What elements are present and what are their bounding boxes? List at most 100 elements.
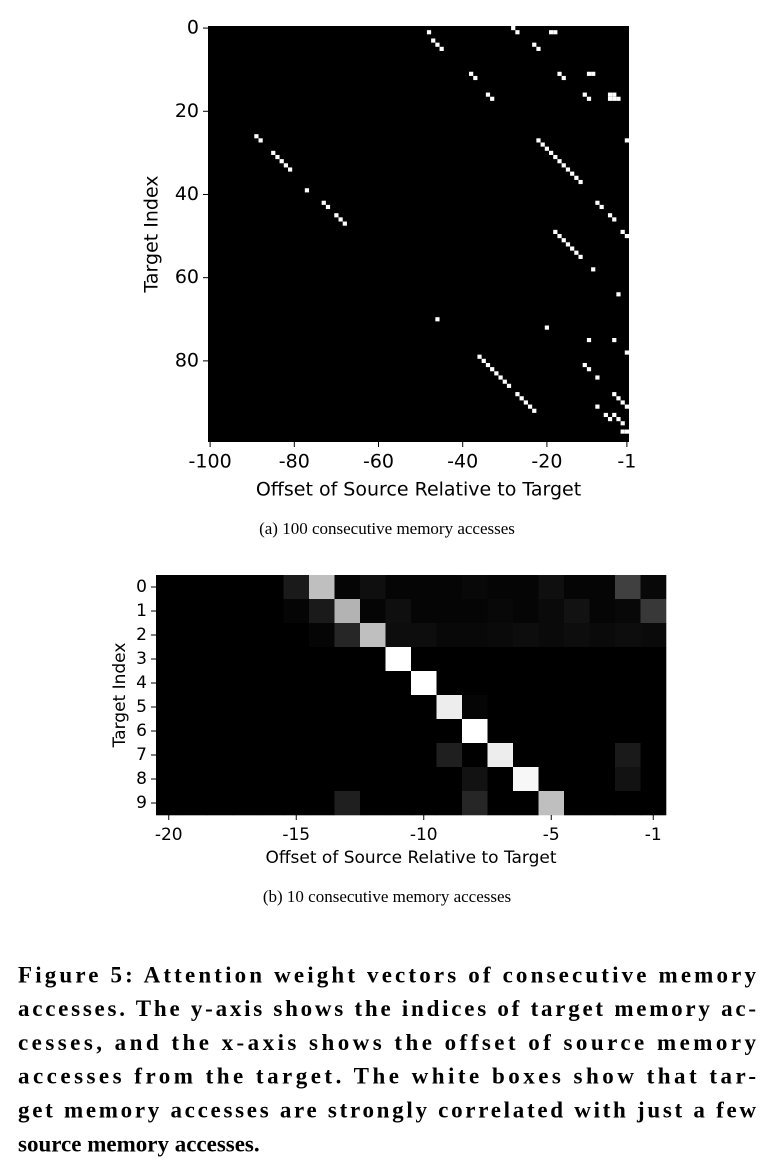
- cell: [574, 250, 579, 255]
- cell: [385, 575, 412, 600]
- cell: [589, 599, 616, 624]
- cell: [624, 429, 629, 434]
- cell: [360, 599, 386, 624]
- cell: [620, 400, 625, 405]
- cell: [156, 623, 182, 648]
- cell: [439, 46, 444, 51]
- cell: [436, 743, 463, 768]
- y-axis-label: Target Index: [110, 643, 130, 749]
- cell: [207, 671, 233, 696]
- cell: [586, 96, 592, 101]
- cell: [385, 743, 412, 768]
- cell: [612, 96, 617, 101]
- x-tick-label: -1: [645, 825, 662, 845]
- cell: [640, 647, 667, 672]
- cell: [589, 719, 616, 744]
- cell: [620, 429, 625, 434]
- plot-background: [208, 26, 629, 442]
- cell: [485, 362, 491, 368]
- cell: [564, 647, 590, 672]
- cell: [360, 671, 386, 696]
- cell: [283, 163, 288, 168]
- cell: [589, 623, 616, 648]
- cell: [462, 623, 488, 648]
- cell: [232, 791, 259, 816]
- cell: [515, 392, 520, 397]
- cell: [640, 767, 667, 792]
- figure-caption-line: get memory accesses are strongly correla…: [18, 1097, 756, 1122]
- cell: [258, 575, 284, 600]
- cell: [523, 400, 528, 405]
- cell: [462, 791, 488, 816]
- y-tick-label: 0: [187, 17, 199, 39]
- cell: [574, 175, 579, 180]
- cell: [624, 404, 629, 409]
- cell: [436, 671, 463, 696]
- cell: [334, 695, 361, 720]
- cell: [515, 30, 520, 35]
- cell: [258, 743, 284, 768]
- y-tick-label: 40: [175, 183, 199, 205]
- cell: [334, 647, 361, 672]
- y-tick-label: 4: [136, 673, 147, 693]
- cell: [411, 719, 437, 744]
- cell: [309, 743, 335, 768]
- cell: [640, 623, 667, 648]
- cell: [513, 671, 539, 696]
- cell: [538, 695, 565, 720]
- cell: [586, 71, 592, 76]
- cell: [564, 719, 590, 744]
- cell: [156, 767, 182, 792]
- cell: [616, 292, 621, 297]
- cell: [258, 791, 284, 816]
- cell: [536, 138, 541, 143]
- cell: [538, 599, 565, 624]
- cell: [462, 599, 488, 624]
- cell: [487, 575, 514, 600]
- cell: [334, 213, 339, 218]
- cell: [589, 647, 616, 672]
- cell: [513, 719, 539, 744]
- cell: [469, 71, 474, 76]
- cell: [156, 671, 182, 696]
- cell: [612, 217, 617, 222]
- cell: [561, 163, 566, 168]
- cell: [435, 42, 440, 47]
- cell: [540, 142, 545, 147]
- cell: [481, 358, 486, 363]
- cell: [462, 743, 488, 768]
- cell: [473, 75, 478, 81]
- cell: [538, 623, 565, 648]
- cell: [536, 46, 541, 51]
- cell: [557, 71, 562, 76]
- cell: [411, 767, 437, 792]
- figure-caption-line: Figure 5: Attention weight vectors of co…: [18, 962, 756, 987]
- cell: [309, 719, 335, 744]
- cell: [538, 647, 565, 672]
- cell: [640, 671, 667, 696]
- cell: [502, 379, 507, 384]
- cell: [506, 383, 512, 388]
- cell: [283, 575, 310, 600]
- y-tick-label: 60: [175, 266, 199, 288]
- cell: [564, 671, 590, 696]
- cell: [258, 599, 284, 624]
- cell: [640, 575, 667, 600]
- cell: [553, 30, 558, 35]
- cell: [207, 719, 233, 744]
- cell: [321, 200, 326, 205]
- cell: [487, 719, 514, 744]
- cell: [436, 575, 463, 600]
- cell: [181, 575, 208, 600]
- cell: [624, 350, 629, 355]
- cell: [436, 719, 463, 744]
- cell: [156, 695, 182, 720]
- cell: [181, 695, 208, 720]
- cell: [565, 242, 571, 247]
- figure-caption-line: accesses from the target. The white boxe…: [18, 1064, 756, 1089]
- cell: [553, 154, 558, 160]
- cell: [156, 719, 182, 744]
- cell: [338, 217, 343, 222]
- cell: [599, 204, 604, 210]
- cell: [490, 367, 495, 372]
